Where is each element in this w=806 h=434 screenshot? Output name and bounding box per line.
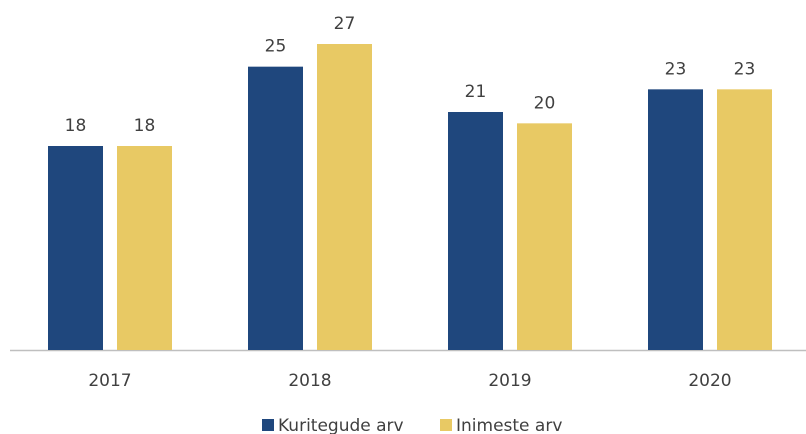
data-label: 20 bbox=[534, 93, 556, 113]
legend-swatch bbox=[440, 419, 452, 431]
bar bbox=[517, 123, 572, 350]
data-label: 23 bbox=[734, 59, 756, 79]
bar bbox=[317, 44, 372, 350]
bar bbox=[448, 112, 503, 350]
data-label: 27 bbox=[334, 14, 356, 34]
bar bbox=[48, 146, 103, 350]
bar bbox=[248, 66, 303, 351]
legend-label: Kuritegude arv bbox=[278, 416, 404, 434]
bar bbox=[648, 89, 703, 350]
data-label: 23 bbox=[665, 59, 687, 79]
bar bbox=[117, 146, 172, 350]
legend-label: Inimeste arv bbox=[456, 416, 562, 434]
x-tick-label: 2018 bbox=[288, 371, 331, 391]
data-label: 25 bbox=[265, 37, 287, 57]
x-tick-label: 2020 bbox=[688, 371, 731, 391]
bar bbox=[717, 89, 772, 350]
legend-swatch bbox=[262, 419, 274, 431]
data-label: 21 bbox=[465, 82, 487, 102]
x-tick-label: 2017 bbox=[88, 371, 131, 391]
x-tick-label: 2019 bbox=[488, 371, 531, 391]
data-label: 18 bbox=[134, 116, 156, 136]
data-label: 18 bbox=[65, 116, 87, 136]
